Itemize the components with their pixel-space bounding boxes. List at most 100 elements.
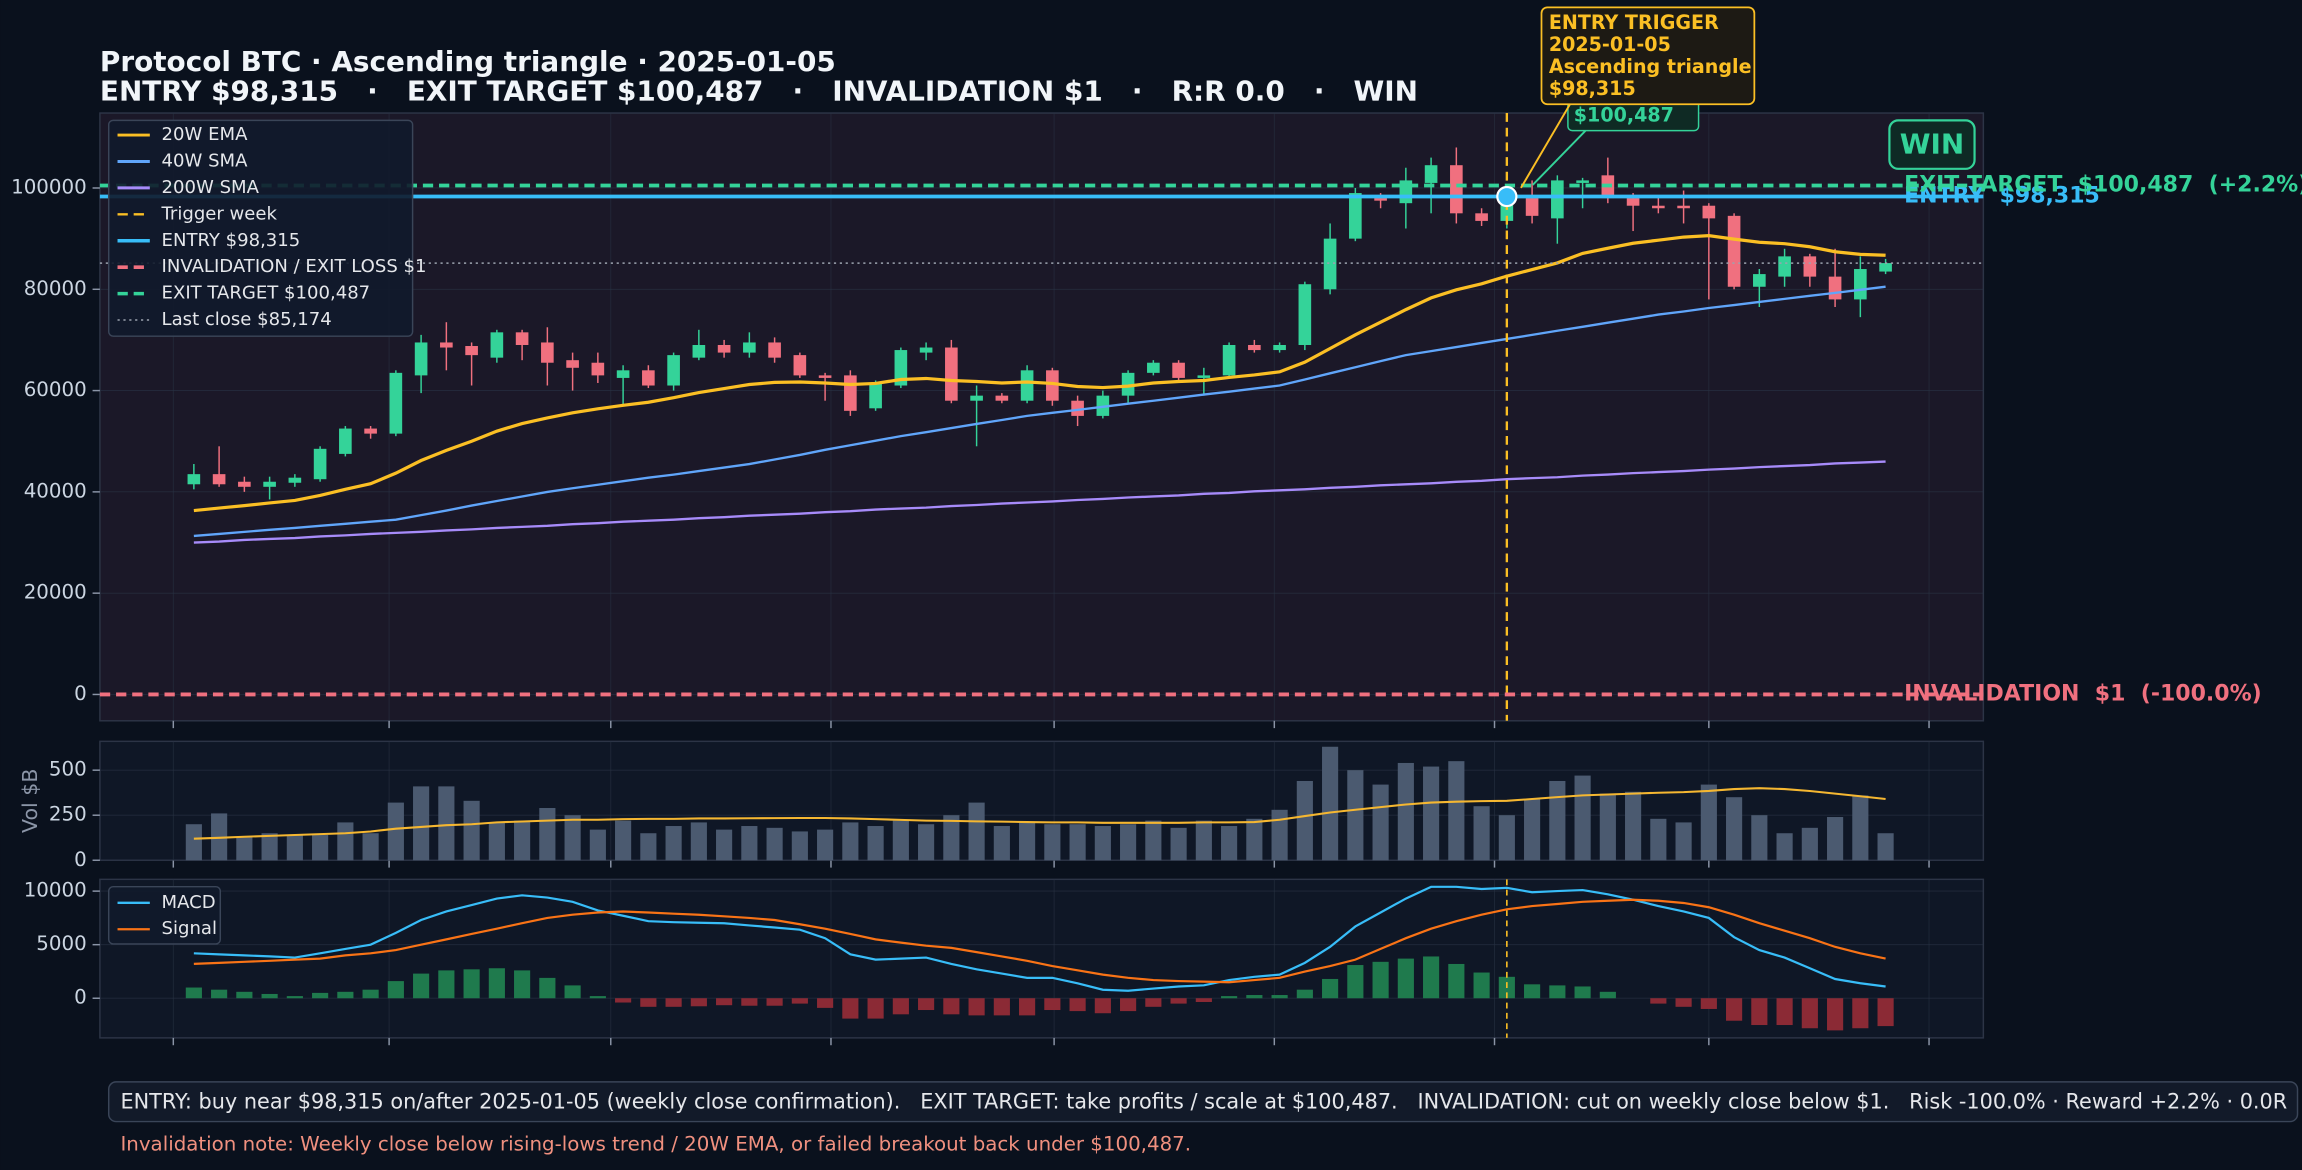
legend-label: ENTRY $98,315 [162,230,301,251]
histogram-bar [1019,998,1036,1016]
candle-body [238,481,251,487]
histogram-bar [1322,978,1339,999]
volume-bar [312,835,329,861]
candle-body [1172,362,1185,378]
y-tick-label: 500 [49,758,87,781]
volume-bar [185,824,202,861]
annotation-text: 2025-01-05 [1549,34,1671,56]
histogram-bar [1423,956,1440,999]
candle-body [440,342,453,348]
histogram-bar [1221,996,1238,999]
histogram-bar [1195,998,1212,1002]
volume-bar [1700,784,1717,861]
histogram-bar [1877,998,1894,1027]
volume-bar [1751,815,1768,861]
histogram-bar [1650,998,1667,1004]
volume-bar [1347,770,1364,861]
volume-bar [1246,818,1263,861]
y-tick-label: 40000 [24,479,87,502]
candle-body [339,428,352,454]
histogram-bar [539,977,556,999]
volume-bar [1044,824,1061,861]
annotation-arrow [1531,129,1587,186]
volume-bar [1296,780,1313,861]
candle-body [490,332,504,358]
volume-bar [1599,793,1616,861]
volume-bar [615,820,632,861]
reference-label: ENTRY $98,315 [1904,184,2100,209]
histogram-bar [261,993,278,999]
candle-body [1071,400,1084,416]
histogram-bar [741,998,758,1006]
y-tick-label: 0 [74,986,87,1009]
histogram-bar [867,998,884,1019]
y-tick-label: 20000 [24,581,87,604]
volume-bar [261,833,278,861]
volume-bar [1120,824,1137,861]
candle-body [919,347,933,353]
histogram-bar [1145,998,1162,1007]
volume-bar [716,829,733,861]
legend-label: Last close $85,174 [162,309,332,330]
volume-bar [1675,822,1692,861]
y-tick-label: 0 [74,682,87,705]
volume-bar [1145,820,1162,861]
legend-label: INVALIDATION / EXIT LOSS $1 [162,256,427,277]
chart-subtitle: ENTRY $98,315 · EXIT TARGET $100,487 · I… [100,74,1418,107]
histogram-bar [1094,998,1111,1014]
volume-bar [387,802,404,861]
legend-label: EXIT TARGET $100,487 [162,283,371,304]
candle-body [844,375,857,411]
histogram-bar [362,989,379,999]
volume-bar [640,833,657,861]
volume-bar [286,835,303,861]
histogram-bar [918,998,935,1011]
histogram-bar [842,998,859,1019]
candle-body [1121,372,1135,396]
macd-panel [99,878,1985,1039]
candle-body [1298,284,1312,345]
y-tick-label: 100000 [11,175,87,198]
volume-bar [968,802,985,861]
candle-body [768,342,781,358]
candle-body [642,370,655,386]
chart-title: Protocol BTC · Ascending triangle · 2025… [100,45,836,78]
volume-bar [1372,784,1389,861]
volume-bar [1448,761,1465,861]
candle-body [313,448,327,480]
candle-body [1576,180,1589,183]
reference-label: EXIT TARGET $100,487 (+2.2%) [1904,173,2302,198]
histogram-bar [615,998,632,1003]
reference-label: INVALIDATION $1 (-100.0%) [1904,681,2262,706]
histogram-bar [892,998,909,1015]
histogram-bar [1271,995,1288,999]
volume-bar [690,822,707,861]
candle-body [1020,370,1034,401]
volume-bar [362,833,379,861]
candle-body [1828,276,1842,300]
histogram-bar [1246,995,1263,999]
histogram-bar [387,981,404,999]
y-tick-label: 5000 [36,932,86,955]
legend-box [107,119,414,337]
volume-bar [1170,827,1187,861]
volume-bar [1877,833,1894,861]
candle-body [1147,362,1160,373]
histogram-bar [1700,998,1717,1009]
candle-body [793,355,807,376]
annotation-text: ENTRY TRIGGER [1549,12,1719,34]
histogram-bar [564,985,581,999]
volume-bar [1498,815,1515,861]
candle-body [263,481,276,487]
volume-bar [1221,826,1238,861]
candle-body [717,344,731,353]
volume-bar [892,820,909,861]
volume-bar [1069,824,1086,861]
histogram-bar [185,987,202,999]
annotation-arrow [1520,102,1572,189]
macd-line [193,885,1886,992]
volume-bar [1827,817,1844,861]
candle-body [894,350,908,386]
candle-body [1551,180,1564,219]
volume-bar [413,786,430,861]
